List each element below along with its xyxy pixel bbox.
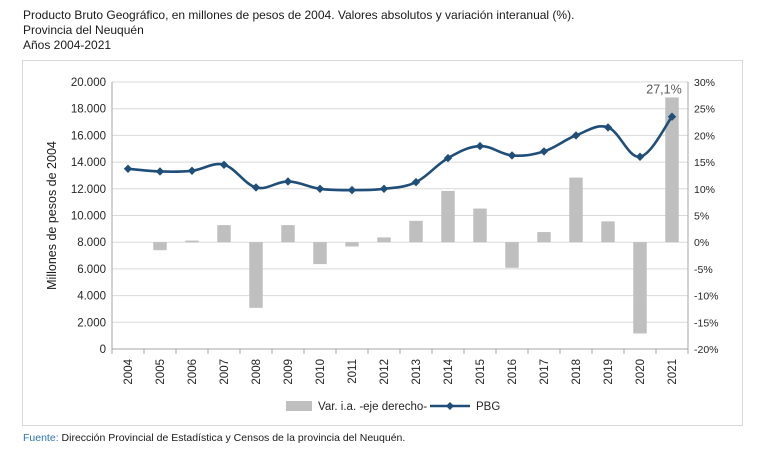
y-left-tick-label: 18.000 — [71, 104, 106, 116]
point-pbg-2016 — [507, 151, 517, 160]
y-left-tick-label: 14.000 — [71, 157, 106, 169]
legend-swatch-var — [286, 401, 312, 411]
point-pbg-2008 — [251, 183, 261, 192]
x-tick-label: 2010 — [315, 359, 327, 385]
y-right-tick-label: 15% — [694, 157, 715, 169]
point-pbg-2007 — [219, 160, 229, 169]
x-tick-label: 2005 — [155, 359, 167, 385]
bar-var-2010 — [313, 242, 327, 265]
point-pbg-2013 — [411, 177, 421, 187]
bar-var-2006 — [185, 240, 199, 243]
bar-var-2017 — [537, 232, 551, 243]
point-pbg-2021 — [667, 112, 677, 121]
bar-var-2007 — [217, 225, 231, 243]
y-left-tick-label: 20.000 — [71, 77, 106, 89]
bar-var-2016 — [505, 242, 519, 268]
x-tick-label: 2018 — [571, 359, 583, 385]
bar-var-2020 — [633, 242, 647, 334]
y-right-tick-label: 5% — [694, 211, 709, 223]
y-left-tick-label: 4.000 — [77, 291, 106, 303]
source-text: Dirección Provincial de Estadística y Ce… — [61, 432, 406, 444]
y-left-tick-label: 8.000 — [77, 237, 106, 249]
source-label: Fuente: — [23, 432, 59, 444]
chart-subtitle-province: Provincia del Neuquén — [23, 23, 144, 37]
y-right-tick-label: 0% — [694, 237, 709, 249]
point-pbg-2018 — [571, 131, 581, 140]
bar-var-2012 — [377, 237, 391, 243]
y-right-tick-label: 25% — [694, 104, 715, 116]
legend-marker-pbg — [446, 402, 454, 410]
bar-var-2015 — [473, 208, 487, 243]
point-pbg-2019 — [603, 123, 613, 132]
bar-var-2019 — [601, 221, 615, 243]
x-tick-label: 2007 — [219, 359, 231, 385]
bar-var-2008 — [249, 242, 263, 308]
y-left-tick-label: 16.000 — [71, 130, 106, 142]
point-pbg-2010 — [315, 184, 325, 193]
y-left-tick-label: 0 — [100, 344, 106, 356]
point-pbg-2017 — [539, 147, 549, 156]
bar-var-2013 — [409, 220, 423, 243]
x-tick-label: 2015 — [475, 359, 487, 385]
x-tick-label: 2020 — [635, 359, 647, 385]
chart-frame — [22, 60, 743, 426]
x-tick-label: 2017 — [539, 359, 551, 385]
x-tick-label: 2011 — [347, 359, 359, 384]
annotation-label: 27,1% — [646, 82, 681, 96]
point-pbg-2005 — [155, 167, 165, 176]
x-tick-label: 2019 — [603, 359, 615, 385]
point-pbg-2011 — [347, 185, 357, 195]
y-left-tick-label: 6.000 — [77, 264, 106, 276]
y-right-tick-label: 20% — [694, 130, 715, 142]
x-tick-label: 2004 — [123, 358, 135, 384]
y-right-tick-label: 30% — [694, 77, 715, 89]
bar-var-2018 — [569, 177, 583, 243]
bar-var-2005 — [153, 242, 167, 251]
y-right-tick-label: 10% — [694, 184, 715, 196]
point-pbg-2009 — [283, 177, 293, 186]
y-left-tick-label: 10.000 — [71, 211, 106, 223]
x-tick-label: 2014 — [443, 358, 455, 384]
bar-var-2014 — [441, 190, 455, 243]
x-tick-label: 2013 — [411, 359, 423, 385]
bar-var-2011 — [345, 242, 359, 247]
point-pbg-2014 — [443, 153, 453, 163]
x-tick-label: 2021 — [667, 359, 679, 385]
legend-label-var: Var. i.a. -eje derecho- — [318, 401, 427, 413]
point-pbg-2006 — [187, 166, 197, 175]
line-pbg — [127, 115, 674, 192]
y-right-tick-label: -15% — [694, 317, 719, 329]
y-left-tick-label: 12.000 — [71, 184, 106, 196]
chart-title: Producto Bruto Geográfico, en millones d… — [23, 8, 575, 22]
point-pbg-2012 — [379, 184, 389, 193]
bar-var-2021 — [665, 97, 679, 243]
x-tick-label: 2012 — [379, 359, 391, 385]
bar-var-2009 — [281, 225, 295, 243]
legend-label-pbg: PBG — [476, 401, 500, 413]
y-axis-title: Millones de pesos de 2004 — [45, 141, 59, 290]
point-pbg-2004 — [123, 164, 133, 173]
point-pbg-2015 — [475, 141, 485, 151]
y-right-tick-label: -20% — [694, 344, 719, 356]
y-right-tick-label: -5% — [694, 264, 713, 276]
chart-subtitle-years: Años 2004-2021 — [23, 38, 112, 52]
source-footer: Fuente: Dirección Provincial de Estadíst… — [23, 432, 405, 444]
y-left-tick-label: 2.000 — [77, 317, 106, 329]
x-tick-label: 2016 — [507, 359, 519, 385]
y-right-tick-label: -10% — [694, 291, 719, 303]
chart-title-block: Producto Bruto Geográfico, en millones d… — [23, 8, 574, 53]
x-tick-label: 2008 — [251, 359, 263, 385]
x-tick-label: 2006 — [187, 359, 199, 385]
point-pbg-2020 — [635, 152, 645, 161]
x-tick-label: 2009 — [283, 359, 295, 385]
